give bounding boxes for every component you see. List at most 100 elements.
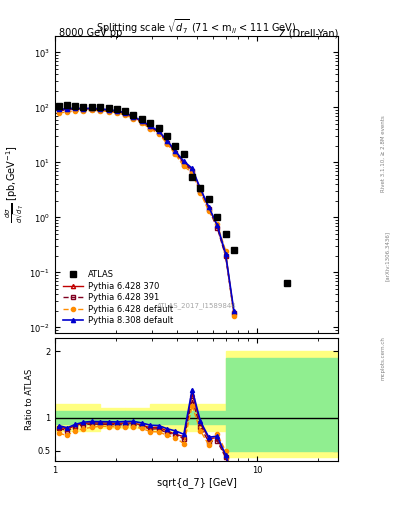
Pythia 8.308 default (173, 148, 178, 154)
Pythia 6.428 default (198, 190, 203, 196)
Pythia 6.428 391 (140, 119, 144, 125)
Pythia 6.428 default (73, 108, 78, 114)
Text: [arXiv:1306.3436]: [arXiv:1306.3436] (385, 231, 389, 281)
Bar (151, 404, 184, 431)
Pythia 8.308 default (182, 158, 186, 164)
Pythia 6.428 default (182, 163, 186, 169)
Pythia 6.428 391 (148, 124, 153, 131)
Line: ATLAS: ATLAS (57, 102, 290, 286)
Pythia 6.428 default (190, 169, 195, 176)
ATLAS (165, 133, 169, 139)
Text: 8000 GeV pp: 8000 GeV pp (59, 28, 122, 38)
Pythia 6.428 391 (165, 139, 169, 145)
Pythia 8.308 default (123, 110, 127, 116)
Bar (125, 411, 151, 424)
Pythia 6.428 391 (156, 130, 161, 136)
Pythia 6.428 391 (65, 107, 70, 113)
Pythia 6.428 default (106, 109, 111, 115)
X-axis label: sqrt{d_7} [GeV]: sqrt{d_7} [GeV] (156, 477, 237, 488)
Pythia 6.428 default (90, 108, 94, 114)
Pythia 6.428 370 (73, 105, 78, 112)
Bar (125, 408, 151, 428)
Pythia 6.428 370 (182, 159, 186, 165)
ATLAS (182, 152, 186, 158)
Bar (226, 351, 338, 458)
Pythia 8.308 default (98, 106, 103, 112)
Pythia 6.428 370 (223, 252, 228, 258)
Text: mcplots.cern.ch: mcplots.cern.ch (381, 336, 386, 380)
Bar (100, 411, 125, 424)
Pythia 6.428 370 (231, 309, 236, 315)
Pythia 6.428 370 (57, 107, 62, 113)
Pythia 6.428 391 (206, 206, 211, 212)
ATLAS (131, 112, 136, 118)
Pythia 6.428 default (81, 108, 86, 114)
Pythia 6.428 391 (190, 168, 195, 174)
Pythia 6.428 default (165, 140, 169, 146)
Pythia 6.428 370 (65, 106, 70, 112)
ATLAS (140, 116, 144, 122)
Pythia 8.308 default (223, 250, 228, 257)
ATLAS (223, 231, 228, 237)
Pythia 6.428 370 (114, 108, 119, 114)
Pythia 6.428 391 (73, 106, 78, 112)
Bar (184, 404, 226, 431)
Pythia 6.428 370 (123, 110, 127, 116)
Pythia 6.428 370 (198, 186, 203, 193)
Pythia 6.428 391 (81, 106, 86, 113)
Pythia 8.308 default (165, 137, 169, 143)
Bar (75, 411, 100, 424)
Pythia 8.308 default (57, 106, 62, 113)
Pythia 8.308 default (81, 105, 86, 112)
Pythia 8.308 default (156, 128, 161, 134)
Pythia 6.428 default (223, 247, 228, 253)
Pythia 8.308 default (131, 114, 136, 120)
Pythia 6.428 default (131, 116, 136, 122)
Line: Pythia 6.428 391: Pythia 6.428 391 (57, 107, 236, 315)
Pythia 6.428 default (173, 152, 178, 158)
Pythia 8.308 default (206, 204, 211, 210)
Text: Rivet 3.1.10, ≥ 2.8M events: Rivet 3.1.10, ≥ 2.8M events (381, 115, 386, 192)
Title: Splitting scale $\sqrt{d_7}$ (71 < m$_{ll}$ < 111 GeV): Splitting scale $\sqrt{d_7}$ (71 < m$_{l… (96, 17, 297, 36)
ATLAS (198, 184, 203, 190)
Line: Pythia 6.428 370: Pythia 6.428 370 (57, 106, 236, 314)
Pythia 6.428 391 (123, 111, 127, 117)
ATLAS (231, 247, 236, 253)
Pythia 6.428 default (206, 208, 211, 214)
Pythia 6.428 default (114, 110, 119, 116)
Pythia 6.428 default (98, 108, 103, 114)
ATLAS (190, 174, 195, 180)
Pythia 6.428 370 (148, 124, 153, 130)
Pythia 8.308 default (140, 118, 144, 124)
Pythia 6.428 370 (190, 166, 195, 173)
Bar (75, 404, 100, 431)
Pythia 6.428 391 (215, 225, 220, 231)
Pythia 6.428 default (231, 313, 236, 319)
Bar (55, 411, 75, 424)
Pythia 6.428 391 (106, 108, 111, 114)
Pythia 6.428 391 (57, 108, 62, 114)
Pythia 6.428 370 (140, 119, 144, 125)
ATLAS (148, 120, 153, 126)
Bar (100, 408, 125, 428)
Text: Z (Drell-Yan): Z (Drell-Yan) (279, 28, 338, 38)
Pythia 8.308 default (65, 105, 70, 112)
Pythia 8.308 default (114, 108, 119, 114)
Pythia 8.308 default (198, 186, 203, 192)
Pythia 6.428 391 (173, 150, 178, 156)
Pythia 6.428 370 (215, 223, 220, 229)
ATLAS (206, 196, 211, 202)
Pythia 6.428 370 (156, 129, 161, 135)
ATLAS (81, 104, 86, 110)
Pythia 6.428 370 (173, 150, 178, 156)
Y-axis label: $\frac{d\sigma}{d\sqrt{d_7}}$ [pb,GeV$^{-1}$]: $\frac{d\sigma}{d\sqrt{d_7}}$ [pb,GeV$^{… (4, 145, 27, 223)
Pythia 6.428 default (140, 120, 144, 126)
Pythia 6.428 391 (90, 106, 94, 112)
Pythia 6.428 370 (165, 138, 169, 144)
Pythia 8.308 default (190, 165, 195, 172)
Bar (151, 411, 184, 424)
Pythia 6.428 391 (223, 253, 228, 259)
Pythia 6.428 370 (131, 114, 136, 120)
Pythia 6.428 370 (81, 106, 86, 112)
ATLAS (156, 125, 161, 131)
